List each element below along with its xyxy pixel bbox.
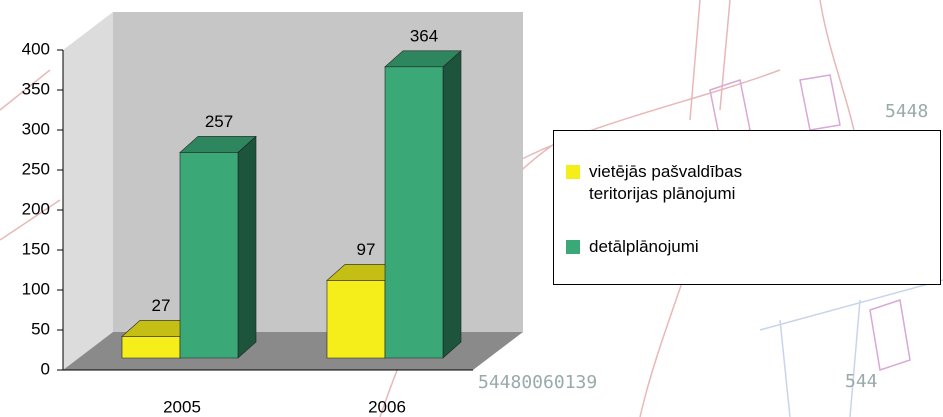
value-label: 257: [205, 112, 233, 131]
legend-label: detālplānojumi: [589, 237, 699, 256]
bar-front: [384, 66, 444, 359]
bar: [179, 135, 257, 359]
bar-side: [237, 135, 257, 359]
y-tick-label: 100: [22, 279, 50, 298]
y-tick-label: 200: [22, 199, 50, 218]
y-tick-label: 50: [31, 319, 50, 338]
bar-front: [326, 280, 386, 359]
value-label: 27: [152, 296, 171, 315]
legend: vietējās pašvaldības teritorijas plānoju…: [553, 130, 941, 285]
legend-swatch: [566, 165, 580, 179]
bar-front: [121, 336, 181, 359]
back-wall: [113, 12, 523, 332]
value-label: 364: [410, 26, 438, 45]
y-tick-label: 150: [22, 239, 50, 258]
side-wall: [63, 12, 113, 370]
bar-side: [442, 50, 462, 359]
x-tick-label: 2006: [368, 397, 406, 416]
bar: [384, 50, 462, 359]
value-label: 97: [357, 240, 376, 259]
y-tick-label: 400: [22, 39, 50, 58]
x-tick-label: 2005: [163, 397, 201, 416]
y-tick-label: 0: [41, 359, 50, 378]
map-label: 54480060139: [478, 372, 597, 393]
bar-front: [179, 152, 239, 359]
y-tick-label: 350: [22, 79, 50, 98]
legend-label: vietējās pašvaldības teritorijas plānoju…: [589, 162, 743, 203]
map-label: 5448: [885, 101, 928, 122]
legend-swatch: [566, 240, 580, 254]
legend-item: detālplānojumi: [566, 236, 779, 258]
y-tick-label: 300: [22, 119, 50, 138]
legend-item: vietējās pašvaldības teritorijas plānoju…: [566, 161, 779, 205]
map-label: 544: [845, 371, 878, 392]
y-tick-label: 250: [22, 159, 50, 178]
